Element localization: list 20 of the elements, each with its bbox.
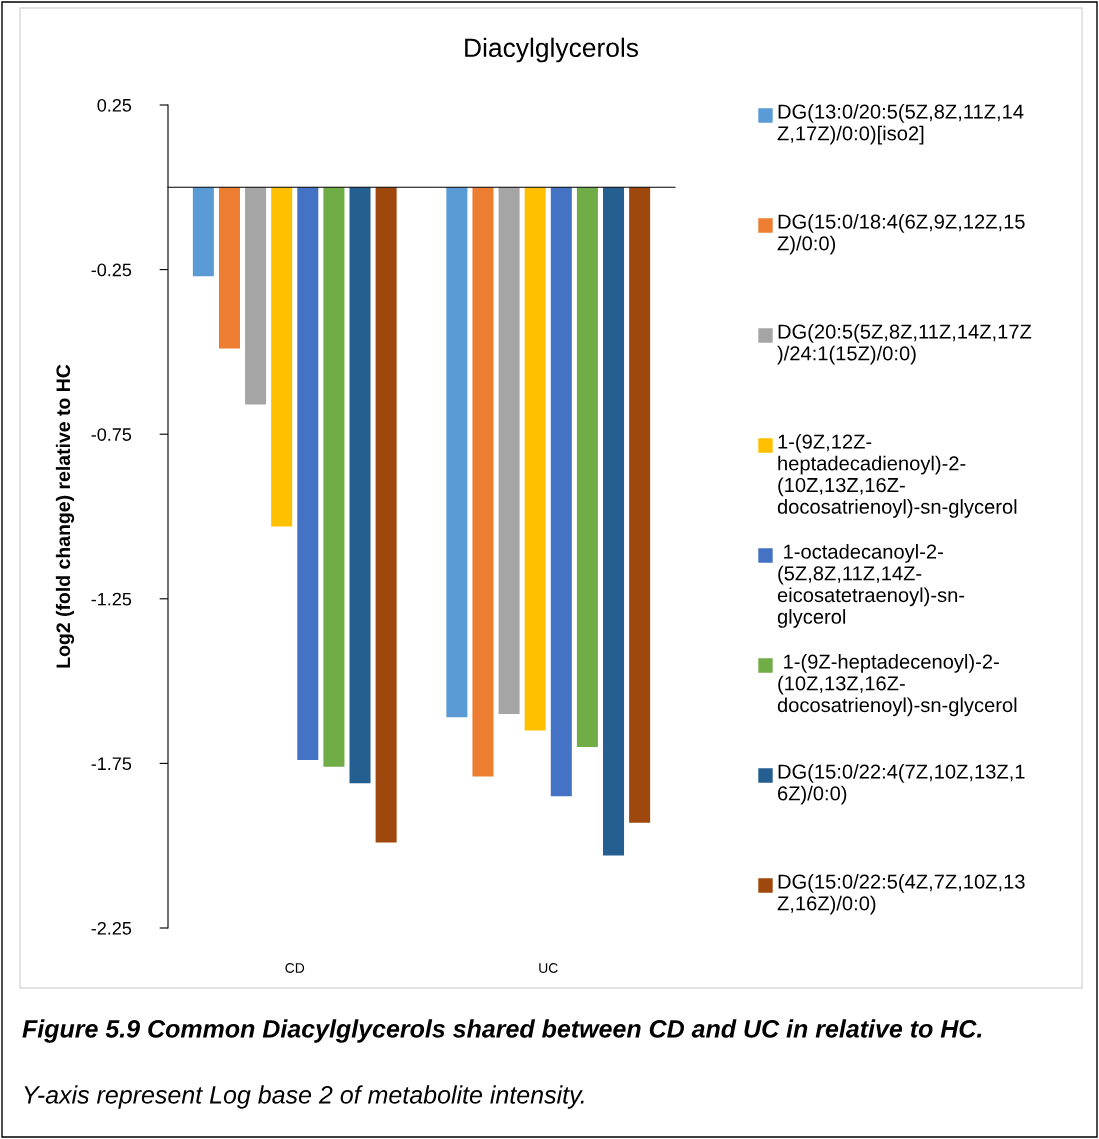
caption: Figure 5.9 Common Diacylglycerols shared between CD and UC in relative to HC. xyxy=(22,1019,982,1043)
legend-label: DG(15:0/22:4(7Z,10Z,13Z,1 6Z)/0:0) xyxy=(778,764,1025,805)
y-axis-title: Log2 (fold change) relative to HC xyxy=(55,364,75,668)
legend-label: DG(20:5(5Z,8Z,11Z,14Z,17Z )/24:1(15Z)/0:0) xyxy=(777,324,1032,365)
y-tick-label: -1.25 xyxy=(91,592,132,606)
legend-label: 1-(9Z,12Z- heptadecadienoyl)-2- (10Z,13Z,16Z- docosatrienoyl)-sn-glycerol xyxy=(777,434,1017,518)
y-tick-label: -2.25 xyxy=(91,921,132,935)
legend-label: 1-octadecanoyl-2- (5Z,8Z,11Z,14Z- eicosatetraenoyl)-sn- glycerol xyxy=(777,544,965,628)
y-tick-label: -1.75 xyxy=(91,757,132,771)
y-tick-label: 0.25 xyxy=(97,98,132,112)
legend-label: DG(13:0/20:5(5Z,8Z,11Z,14 Z,17Z)/0:0)[iso2] xyxy=(777,104,1024,145)
text: Y-axis represent Log base 2 of metabolite intensity. xyxy=(24,1085,584,1109)
legend-label: DG(15:0/18:4(6Z,9Z,12Z,15 Z)/0:0) xyxy=(777,214,1025,255)
x-tick-label: UC xyxy=(539,963,558,973)
y-tick-label: -0.75 xyxy=(91,428,132,441)
chart-title: Diacylglycerols xyxy=(465,37,639,63)
legend-label: 1-(9Z-heptadecenoyl)-2- (10Z,13Z,16Z- docosatrienoyl)-sn-glycerol xyxy=(777,654,1017,717)
y-tick-label: -0.25 xyxy=(91,263,132,277)
legend-label: DG(15:0/22:5(4Z,7Z,10Z,13 Z,16Z)/0:0) xyxy=(777,874,1025,915)
x-tick-label: CD xyxy=(285,963,305,973)
